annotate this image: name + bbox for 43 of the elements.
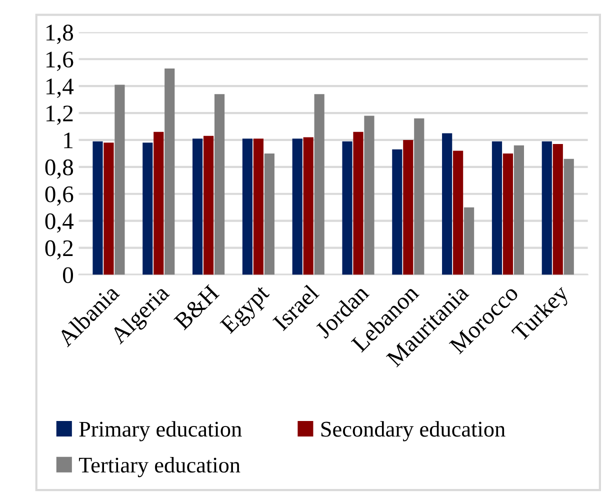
bar — [292, 138, 302, 275]
bar — [253, 138, 264, 275]
bar — [542, 141, 552, 275]
bar — [92, 141, 103, 275]
bar — [142, 142, 153, 275]
y-tick-label: 1,4 — [46, 78, 74, 98]
bar — [154, 132, 164, 275]
y-tick-label: 1,6 — [46, 52, 74, 71]
y-tick-label: 1,2 — [46, 106, 73, 125]
bar — [164, 68, 175, 275]
bar — [552, 144, 563, 275]
legend-label: Tertiary education — [78, 456, 240, 478]
bar — [464, 207, 474, 275]
bar — [514, 145, 524, 275]
bar — [442, 133, 452, 275]
bar — [403, 140, 414, 275]
y-tick-label: 0 — [63, 267, 74, 284]
y-tick-label: 0,2 — [45, 240, 73, 260]
bar — [192, 138, 203, 275]
legend-label: Secondary education — [321, 421, 506, 442]
bar — [364, 116, 374, 275]
bar — [492, 141, 502, 275]
bar — [502, 153, 514, 275]
bar — [564, 158, 574, 275]
bar — [214, 94, 225, 275]
bar — [114, 84, 125, 275]
bar — [392, 149, 402, 275]
bar — [314, 94, 324, 275]
y-tick-label: 0,6 — [45, 186, 74, 206]
bar — [353, 132, 364, 275]
y-tick-label: 1 — [64, 132, 72, 148]
bar — [414, 118, 424, 275]
bar — [303, 137, 314, 275]
bar — [104, 142, 114, 275]
y-tick-label: 0,8 — [45, 159, 74, 179]
y-tick-label: 1,8 — [46, 24, 74, 44]
bar — [342, 141, 352, 275]
bar — [453, 150, 464, 275]
bar — [242, 138, 253, 275]
bar — [203, 136, 214, 275]
bar — [264, 153, 274, 275]
legend-label: Primary education — [79, 421, 242, 442]
y-tick-label: 0,4 — [45, 213, 74, 233]
